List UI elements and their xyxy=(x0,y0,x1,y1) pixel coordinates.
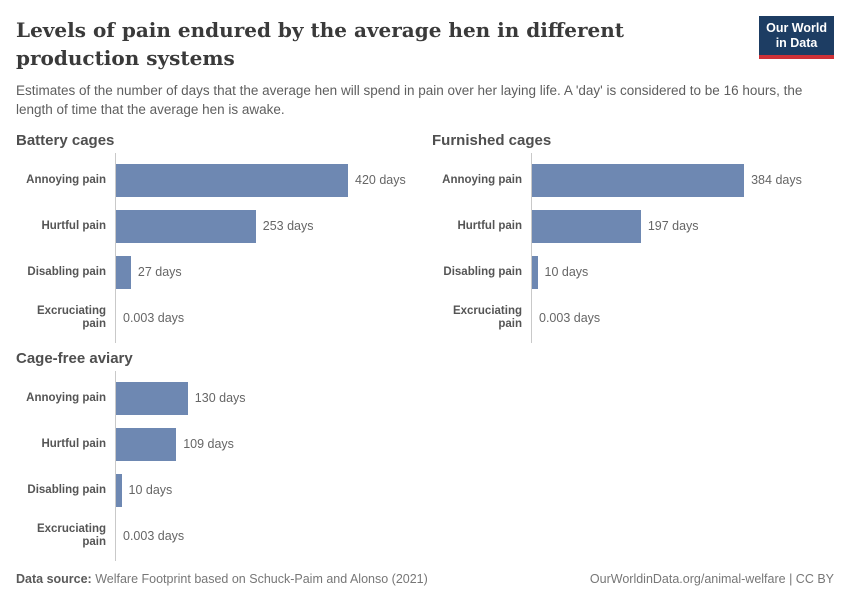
page-title: Levels of pain endured by the average he… xyxy=(16,18,625,70)
bar-plot-area: 253 days xyxy=(115,203,418,249)
value-label: 109 days xyxy=(183,437,234,451)
bar-plot-area: 0.003 days xyxy=(115,513,418,559)
category-label: Annoying pain xyxy=(442,173,522,186)
value-label: 0.003 days xyxy=(123,311,185,325)
bar[interactable] xyxy=(532,255,538,289)
bar-row: Excruciating pain 0.003 days xyxy=(16,513,418,559)
bar-plot-area: 0.003 days xyxy=(531,295,834,341)
category-label: Excruciating pain xyxy=(452,305,522,330)
bar-plot-area: 384 days xyxy=(531,157,834,203)
chart-footer: Data source: Welfare Footprint based on … xyxy=(16,572,834,586)
bar-row: Hurtful pain 109 days xyxy=(16,421,418,467)
bar-row: Annoying pain 420 days xyxy=(16,157,418,203)
bar-row: Excruciating pain 0.003 days xyxy=(16,295,418,341)
bar-plot-area: 10 days xyxy=(531,249,834,295)
bar[interactable] xyxy=(116,427,177,461)
panel-title: Battery cages xyxy=(16,132,115,149)
panel-title: Cage-free aviary xyxy=(16,350,133,367)
category-label: Hurtful pain xyxy=(41,437,106,450)
bar[interactable] xyxy=(116,473,122,507)
bar-plot-area: 10 days xyxy=(115,467,418,513)
y-axis-line xyxy=(531,153,532,343)
owid-logo: Our World in Data xyxy=(759,16,834,59)
credit-link[interactable]: OurWorldinData.org/animal-welfare | CC B… xyxy=(589,572,834,586)
charts-grid: Battery cages Annoying pain 420 days Hurtfu… xyxy=(16,132,834,561)
bar-plot-area: 420 days xyxy=(115,157,418,203)
bar[interactable] xyxy=(116,163,348,197)
value-label: 420 days xyxy=(355,173,406,187)
bar-plot-area: 27 days xyxy=(115,249,418,295)
value-label: 10 days xyxy=(544,265,589,279)
category-label: Disabling pain xyxy=(27,483,106,496)
chart-header: Levels of pain endured by the average he… xyxy=(16,14,834,72)
bar-rows: Annoying pain 384 days Hurtful pain 197 day… xyxy=(432,153,834,343)
category-label: Disabling pain xyxy=(27,265,106,278)
value-label: 253 days xyxy=(262,219,314,233)
bar-row: Annoying pain 384 days xyxy=(432,157,834,203)
value-label: 27 days xyxy=(137,265,182,279)
value-label: 130 days xyxy=(194,391,246,405)
bar-rows: Annoying pain 130 days Hurtful pain 109 day… xyxy=(16,371,418,561)
chart-panel-battery-cages: Battery cages Annoying pain 420 days Hurtfu… xyxy=(16,132,418,343)
chart-panel-furnished-cages: Furnished cages Annoying pain 384 days Hurt… xyxy=(432,132,834,343)
chart-panel-cage-free-aviary: Cage-free aviary Annoying pain 130 days Hur… xyxy=(16,350,418,561)
value-label: 384 days xyxy=(751,173,802,187)
category-label: Hurtful pain xyxy=(41,219,106,232)
value-label: 10 days xyxy=(128,483,173,497)
value-label: 0.003 days xyxy=(539,311,601,325)
bar-plot-area: 0.003 days xyxy=(115,295,418,341)
bar[interactable] xyxy=(116,255,131,289)
category-label: Annoying pain xyxy=(26,173,106,186)
bar-row: Disabling pain 10 days xyxy=(16,467,418,513)
value-label: 0.003 days xyxy=(123,529,185,543)
data-source-text: Welfare Footprint based on Schuck-Paim a… xyxy=(91,572,428,586)
owid-logo-line2: in Data xyxy=(775,36,818,50)
bar[interactable] xyxy=(532,209,641,243)
category-label: Annoying pain xyxy=(26,391,106,404)
data-source-label: Data source: xyxy=(16,572,92,586)
bar[interactable] xyxy=(116,381,188,415)
bar-row: Disabling pain 10 days xyxy=(432,249,834,295)
category-label: Excruciating pain xyxy=(36,523,106,548)
bar-plot-area: 197 days xyxy=(531,203,834,249)
data-source: Data source: Welfare Footprint based on … xyxy=(16,572,428,586)
bar-row: Hurtful pain 197 days xyxy=(432,203,834,249)
y-axis-line xyxy=(115,153,116,343)
bar[interactable] xyxy=(116,209,256,243)
bar-plot-area: 109 days xyxy=(115,421,418,467)
category-label: Excruciating pain xyxy=(36,305,106,330)
owid-logo-line1: Our World xyxy=(766,21,827,35)
bar[interactable] xyxy=(532,163,745,197)
bar-row: Disabling pain 27 days xyxy=(16,249,418,295)
category-label: Disabling pain xyxy=(443,265,522,278)
category-label: Hurtful pain xyxy=(457,219,522,232)
bar-row: Excruciating pain 0.003 days xyxy=(432,295,834,341)
y-axis-line xyxy=(115,371,116,561)
bar-row: Hurtful pain 253 days xyxy=(16,203,418,249)
bar-row: Annoying pain 130 days xyxy=(16,375,418,421)
bar-plot-area: 130 days xyxy=(115,375,418,421)
value-label: 197 days xyxy=(647,219,699,233)
chart-subtitle: Estimates of the number of days that the… xyxy=(16,83,803,117)
panel-title: Furnished cages xyxy=(432,132,552,149)
bar-rows: Annoying pain 420 days Hurtful pain 253 day… xyxy=(16,153,418,343)
